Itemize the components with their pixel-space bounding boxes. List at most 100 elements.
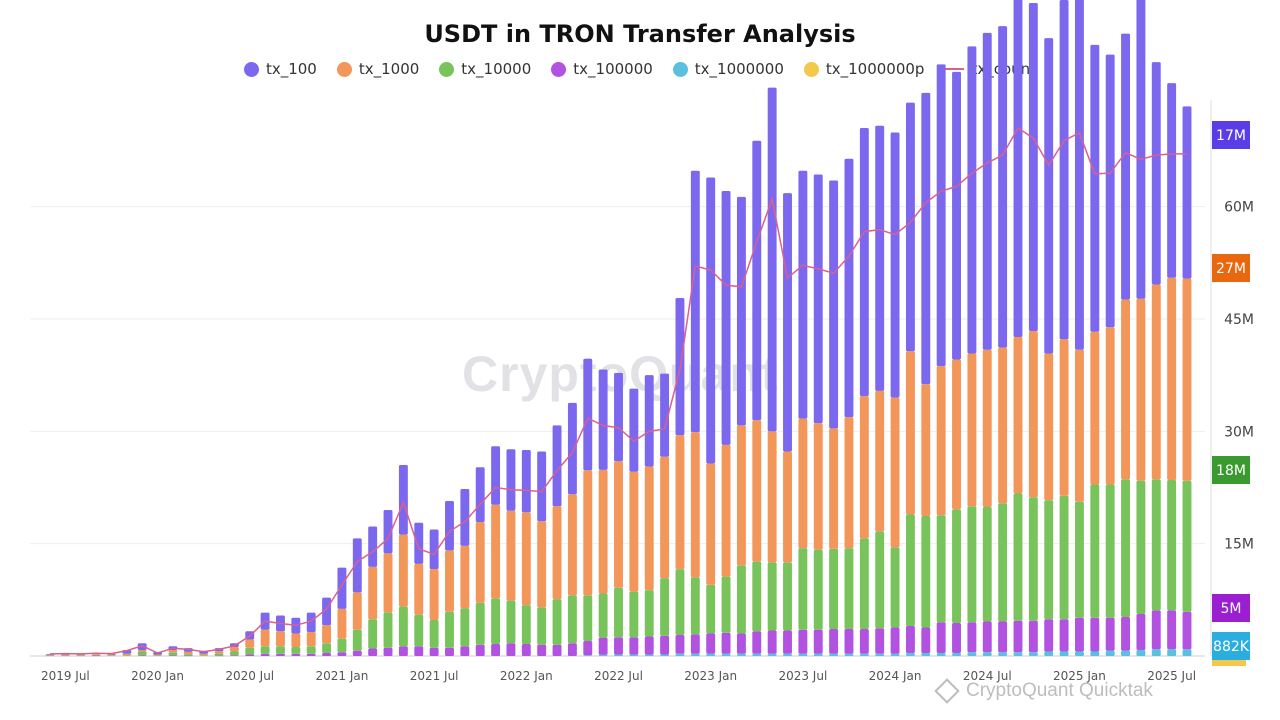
bar-tx-1000000 [813, 653, 823, 656]
bar-tx-1000 [506, 510, 516, 601]
bar-tx-100 [905, 102, 915, 352]
bar-tx-10000 [736, 565, 746, 634]
y-tick-label: 45M [1224, 312, 1254, 328]
legend-swatch [243, 61, 259, 77]
bar-tx-100000 [706, 633, 716, 654]
bar-tx-100000 [537, 644, 547, 656]
x-tick-label: 2023 Jul [778, 669, 827, 683]
bar-tx-100000 [1151, 610, 1161, 650]
bar-tx-100000 [245, 654, 255, 656]
bar-tx-100 [475, 467, 485, 522]
x-tick-label: 2019 Jul [41, 669, 90, 683]
bar-tx-100 [337, 567, 347, 609]
bar-tx-1000 [383, 553, 393, 613]
bar-tx-100000 [460, 646, 470, 656]
bar-tx-10000 [245, 647, 255, 655]
bar-tx-100 [1167, 83, 1177, 278]
bar-tx-10000 [1090, 484, 1100, 618]
legend-label: tx_1000 [358, 60, 420, 78]
legend-item-tx-1000000p[interactable]: tx_1000000p [803, 60, 924, 78]
bar-tx-1000 [598, 469, 608, 594]
value-badge [1212, 594, 1250, 622]
bar-tx-10000 [552, 599, 562, 645]
bar-tx-1000000 [1136, 650, 1146, 656]
bar-tx-1000 [767, 431, 777, 563]
bar-tx-100000 [829, 629, 839, 654]
bar-tx-100 [398, 465, 408, 535]
bar-tx-1000000 [660, 654, 670, 656]
bar-tx-10000 [583, 595, 593, 642]
bar-tx-100 [491, 446, 501, 505]
bar-tx-1000000 [982, 652, 992, 656]
bar-tx-100000 [552, 644, 562, 656]
bar-tx-1000000 [629, 654, 639, 656]
bar-tx-1000000 [736, 653, 746, 656]
legend-label: tx_10000 [461, 60, 532, 78]
bar-tx-1000 [1151, 284, 1161, 480]
legend-item-tx-1000000[interactable]: tx_1000000 [672, 60, 784, 78]
quicktake-icon [934, 678, 960, 704]
bar-tx-100 [998, 26, 1008, 348]
bar-tx-10000 [675, 569, 685, 636]
bar-tx-1000 [1121, 299, 1130, 480]
bar-tx-1000000 [1044, 651, 1054, 656]
x-tick-label: 2021 Jul [410, 669, 459, 683]
bar-tx-10000 [921, 515, 931, 628]
bar-tx-10000 [460, 608, 470, 647]
bar-tx-1000000 [952, 653, 961, 656]
bar-tx-100000 [491, 644, 501, 656]
bar-tx-10000 [614, 587, 623, 638]
x-tick-label: 2022 Jul [594, 669, 643, 683]
bar-tx-1000000 [936, 653, 946, 656]
bar-tx-1000 [352, 592, 362, 630]
bar-tx-1000000 [644, 654, 654, 656]
bar-tx-1000000 [706, 653, 716, 656]
bar-tx-100000 [337, 652, 347, 656]
bar-tx-100000 [229, 655, 239, 656]
bar-tx-1000000 [752, 653, 762, 656]
legend-item-tx-100000[interactable]: tx_100000 [551, 60, 653, 78]
bar-tx-1000 [214, 651, 224, 654]
bar-tx-100 [736, 196, 746, 426]
legend-item-tx-1000[interactable]: tx_1000 [336, 60, 420, 78]
bar-tx-10000 [429, 620, 439, 648]
bar-tx-100 [890, 132, 900, 398]
bar-tx-100 [1028, 2, 1038, 331]
bar-tx-100000 [936, 622, 946, 654]
bar-tx-1000 [398, 534, 408, 607]
bar-tx-100000 [859, 629, 869, 654]
bar-tx-100000 [1013, 620, 1023, 653]
bar-tx-10000 [998, 503, 1008, 622]
bar-tx-10000 [1121, 479, 1130, 618]
bar-tx-1000 [137, 650, 147, 652]
bar-tx-100000 [798, 629, 808, 654]
bar-tx-10000 [352, 629, 362, 651]
bar-tx-100 [859, 128, 869, 397]
bar-tx-1000 [60, 654, 70, 656]
bar-tx-1000 [967, 353, 977, 507]
bar-tx-10000 [260, 646, 270, 654]
bar-tx-1000 [199, 653, 209, 656]
bar-tx-10000 [813, 549, 823, 630]
bar-tx-1000 [460, 545, 470, 609]
bar-tx-100000 [783, 630, 792, 654]
bar-tx-10000 [598, 593, 608, 638]
bar-tx-100000 [506, 643, 516, 656]
bar-tx-1000000 [1151, 649, 1161, 656]
bar-tx-1000 [1013, 336, 1023, 494]
bar-tx-1000000 [1182, 649, 1192, 656]
legend-item-tx-10000[interactable]: tx_10000 [439, 60, 531, 78]
bar-tx-100000 [137, 655, 147, 656]
bar-tx-1000 [690, 432, 700, 578]
bar-tx-1000000 [890, 653, 900, 656]
bar-tx-10000 [952, 509, 961, 624]
bar-tx-100000 [352, 650, 362, 656]
bar-tx-10000 [521, 605, 531, 645]
legend-item-tx-100[interactable]: tx_100 [243, 60, 317, 78]
bar-tx-1000000 [583, 655, 593, 656]
bar-tx-10000 [45, 655, 55, 657]
bar-tx-1000000 [767, 653, 777, 656]
bar-tx-10000 [905, 514, 915, 627]
bar-tx-100000 [583, 641, 593, 656]
bar-tx-1000 [675, 435, 685, 570]
